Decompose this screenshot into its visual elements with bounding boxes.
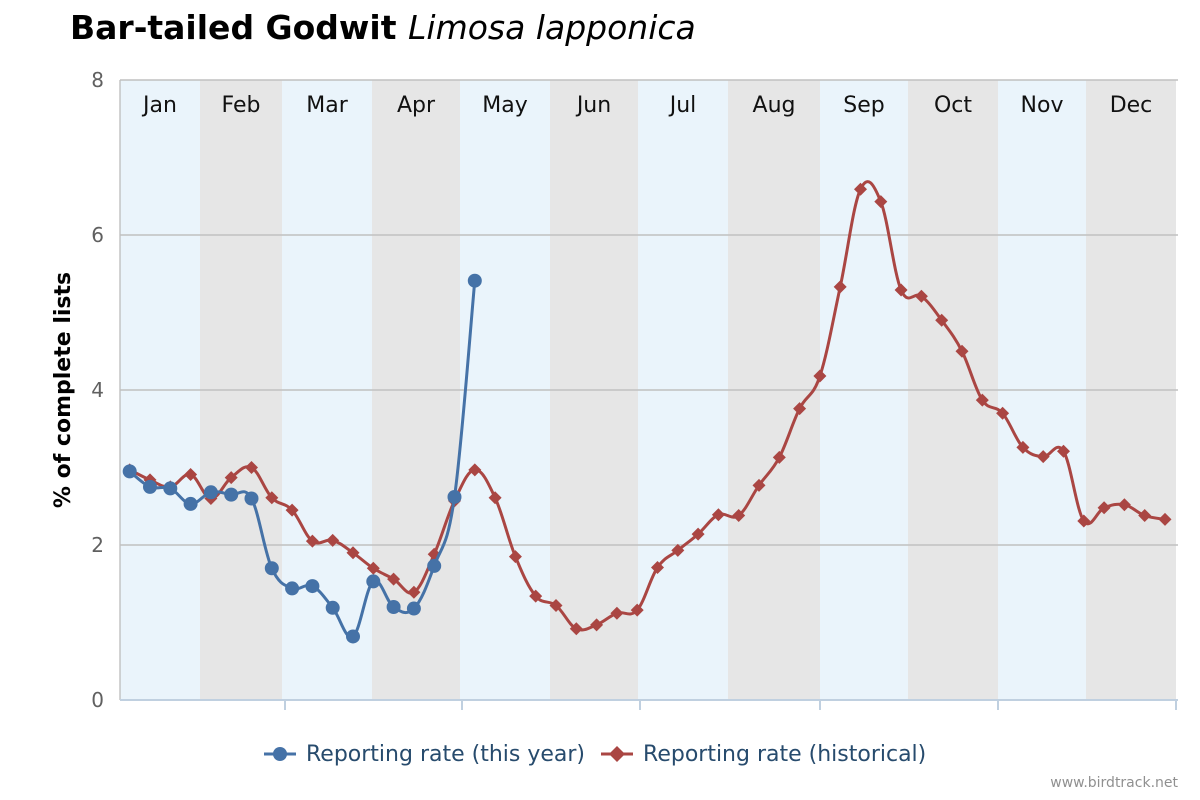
data-point-this-year-1[interactable] xyxy=(122,464,137,479)
data-point-historical-23[interactable] xyxy=(569,622,583,636)
month-label-dec: Dec xyxy=(1110,93,1153,118)
credit-link[interactable]: www.birdtrack.net xyxy=(1050,775,1178,791)
month-label-apr: Apr xyxy=(397,93,436,118)
data-point-this-year-12[interactable] xyxy=(346,629,360,644)
y-tick-label-2: 2 xyxy=(91,533,104,557)
diamond-marker-icon xyxy=(601,746,634,762)
data-point-historical-43[interactable] xyxy=(975,393,989,407)
data-point-historical-9[interactable] xyxy=(285,503,299,517)
data-point-this-year-18[interactable] xyxy=(467,273,482,288)
data-point-historical-35[interactable] xyxy=(813,369,827,383)
legend-item-historical[interactable]: Reporting rate (historical) xyxy=(599,741,926,767)
series-this-year xyxy=(122,273,482,644)
data-point-historical-46[interactable] xyxy=(1036,450,1050,464)
data-point-historical-29[interactable] xyxy=(691,527,705,541)
y-tick-label-0: 0 xyxy=(91,688,104,712)
data-point-historical-38[interactable] xyxy=(874,195,888,209)
scientific-name: Limosa lapponica xyxy=(408,8,696,47)
data-point-historical-30[interactable] xyxy=(711,508,725,522)
month-label-jun: Jun xyxy=(575,93,611,118)
data-point-historical-25[interactable] xyxy=(610,606,624,620)
month-label-nov: Nov xyxy=(1021,93,1064,118)
data-point-historical-36[interactable] xyxy=(833,280,847,294)
month-label-jul: Jul xyxy=(668,93,697,118)
data-point-this-year-4[interactable] xyxy=(183,496,198,511)
month-label-jan: Jan xyxy=(141,93,177,118)
data-point-historical-10[interactable] xyxy=(305,534,319,548)
data-point-historical-52[interactable] xyxy=(1158,512,1172,526)
data-point-historical-7[interactable] xyxy=(245,461,258,474)
month-label-sep: Sep xyxy=(843,93,884,118)
data-point-this-year-7[interactable] xyxy=(244,491,259,506)
legend: Reporting rate (this year) Reporting rat… xyxy=(262,741,940,767)
month-label-oct: Oct xyxy=(934,93,972,118)
y-tick-label-8: 8 xyxy=(91,68,104,92)
data-point-historical-33[interactable] xyxy=(772,450,786,464)
data-point-this-year-11[interactable] xyxy=(325,600,340,615)
data-point-historical-47[interactable] xyxy=(1057,444,1070,458)
data-point-historical-8[interactable] xyxy=(265,491,279,505)
data-point-historical-6[interactable] xyxy=(224,471,238,485)
month-label-mar: Mar xyxy=(306,93,348,118)
axes xyxy=(119,80,1178,710)
data-point-this-year-3[interactable] xyxy=(163,481,178,496)
data-point-historical-45[interactable] xyxy=(1016,440,1030,454)
data-point-this-year-17[interactable] xyxy=(447,489,462,504)
data-point-historical-18[interactable] xyxy=(468,463,482,477)
data-point-historical-12[interactable] xyxy=(346,546,360,560)
data-point-this-year-15[interactable] xyxy=(406,601,421,616)
data-point-historical-37[interactable] xyxy=(854,182,867,196)
data-point-historical-51[interactable] xyxy=(1138,509,1152,523)
month-label-may: May xyxy=(482,93,527,118)
data-point-historical-14[interactable] xyxy=(387,572,401,586)
data-point-historical-42[interactable] xyxy=(955,344,969,358)
month-label-feb: Feb xyxy=(222,93,261,118)
data-point-historical-15[interactable] xyxy=(407,585,421,599)
data-point-historical-41[interactable] xyxy=(935,313,949,327)
data-point-this-year-16[interactable] xyxy=(427,558,442,573)
data-point-historical-22[interactable] xyxy=(549,598,563,612)
data-point-historical-48[interactable] xyxy=(1077,514,1091,528)
y-tick-label-4: 4 xyxy=(91,378,104,402)
data-point-this-year-8[interactable] xyxy=(264,561,279,576)
data-point-this-year-6[interactable] xyxy=(224,487,239,502)
data-point-this-year-9[interactable] xyxy=(285,581,300,596)
data-point-historical-13[interactable] xyxy=(366,561,380,575)
data-point-historical-34[interactable] xyxy=(793,402,807,416)
data-point-historical-21[interactable] xyxy=(529,589,543,603)
data-point-historical-4[interactable] xyxy=(184,467,198,481)
data-point-this-year-5[interactable] xyxy=(203,485,218,500)
data-point-historical-44[interactable] xyxy=(996,406,1010,420)
series xyxy=(122,180,1172,644)
data-point-historical-49[interactable] xyxy=(1097,501,1111,515)
common-name: Bar-tailed Godwit xyxy=(70,8,397,47)
series-historical xyxy=(123,180,1172,636)
month-label-aug: Aug xyxy=(753,93,796,118)
data-point-historical-20[interactable] xyxy=(508,550,522,564)
data-point-historical-24[interactable] xyxy=(590,618,604,632)
data-point-historical-11[interactable] xyxy=(326,533,340,547)
data-point-historical-27[interactable] xyxy=(651,560,664,574)
data-point-historical-28[interactable] xyxy=(671,543,685,557)
data-point-historical-19[interactable] xyxy=(488,491,502,505)
data-point-historical-39[interactable] xyxy=(894,283,908,297)
data-point-this-year-2[interactable] xyxy=(143,479,157,494)
y-tick-label-6: 6 xyxy=(91,223,104,247)
data-point-this-year-10[interactable] xyxy=(305,579,320,594)
data-point-historical-31[interactable] xyxy=(732,509,746,523)
legend-label-this-year: Reporting rate (this year) xyxy=(306,741,586,767)
legend-item-this-year[interactable]: Reporting rate (this year) xyxy=(262,741,585,767)
y-axis-label: % of complete lists xyxy=(51,272,76,508)
data-point-historical-50[interactable] xyxy=(1117,498,1131,512)
data-point-this-year-14[interactable] xyxy=(386,600,401,614)
data-point-this-year-13[interactable] xyxy=(366,574,381,589)
chart-title: Bar-tailed Godwit Limosa lapponica xyxy=(70,8,696,47)
data-point-historical-40[interactable] xyxy=(914,289,928,303)
legend-label-historical: Reporting rate (historical) xyxy=(643,741,927,767)
data-point-historical-26[interactable] xyxy=(630,603,644,617)
data-point-historical-32[interactable] xyxy=(752,478,766,492)
circle-marker-icon xyxy=(264,747,296,761)
